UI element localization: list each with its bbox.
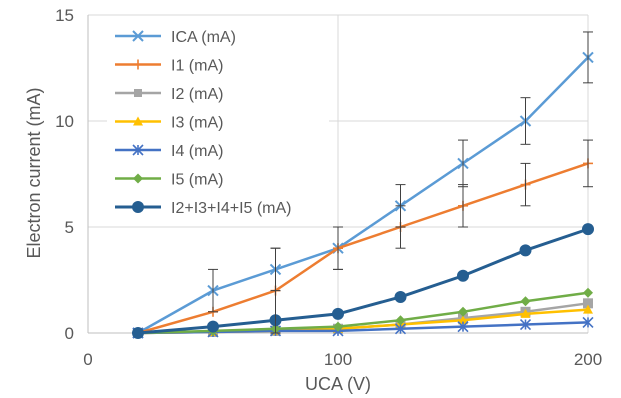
legend-entry: I5 (mA) <box>115 172 223 189</box>
data-point <box>333 321 343 332</box>
data-point <box>457 269 469 282</box>
data-point <box>582 316 594 328</box>
data-point <box>520 308 531 318</box>
legend-swatch-marker <box>133 116 143 126</box>
series-line <box>137 56 589 335</box>
data-point <box>394 290 407 303</box>
x-tick-label: 100 <box>324 350 352 369</box>
legend-entry: ICA (mA) <box>115 29 236 46</box>
data-point <box>519 318 532 331</box>
legend-label: I1 (mA) <box>171 58 223 75</box>
series-line <box>137 162 589 335</box>
legend-label: I2 (mA) <box>171 86 223 103</box>
data-point <box>583 304 593 314</box>
legend-label: I3 (mA) <box>171 115 223 132</box>
y-tick-label: 10 <box>55 112 74 131</box>
y-axis-title: Electron current (mA) <box>24 87 44 258</box>
data-point <box>457 321 469 333</box>
legend-entry: I2+I3+I4+I5 (mA) <box>115 200 292 217</box>
legend-entry: I3 (mA) <box>115 115 223 132</box>
legend-swatch-marker <box>134 89 142 97</box>
x-tick-label: 200 <box>574 350 602 369</box>
series-6 <box>132 223 594 339</box>
legend-swatch-marker <box>133 59 143 70</box>
legend-entry: I2 (mA) <box>115 86 223 103</box>
legend-entry: I1 (mA) <box>115 58 223 75</box>
data-point <box>207 320 219 333</box>
data-point <box>583 287 593 298</box>
legend-label: I2+I3+I4+I5 (mA) <box>171 200 292 217</box>
error-bars-1 <box>270 139 593 334</box>
series-line <box>137 291 589 335</box>
legend-swatch-marker <box>132 30 144 42</box>
legend-swatch-marker <box>132 201 144 213</box>
data-point <box>394 323 407 335</box>
data-point <box>132 327 144 339</box>
data-point <box>583 298 593 309</box>
legend-label: ICA (mA) <box>171 29 236 46</box>
legend-swatch-marker <box>132 144 144 156</box>
series-line <box>137 227 589 335</box>
x-tick-label: 0 <box>83 350 92 369</box>
data-point <box>458 306 468 317</box>
data-point <box>458 315 468 325</box>
legend-entry: I4 (mA) <box>115 143 223 160</box>
data-point <box>520 296 531 307</box>
marker-stroke <box>132 30 144 42</box>
plot-series <box>132 31 594 339</box>
legend-swatch-marker <box>133 173 143 184</box>
legend-label: I4 (mA) <box>171 143 223 160</box>
data-point <box>332 307 344 320</box>
y-tick-label: 0 <box>65 324 74 343</box>
x-axis-title: UCA (V) <box>305 374 371 394</box>
data-point <box>582 223 594 236</box>
y-tick-label: 5 <box>65 218 74 237</box>
data-point <box>395 315 406 326</box>
data-point <box>519 244 532 257</box>
legend-label: I5 (mA) <box>171 172 223 189</box>
legend: ICA (mA) I1 (mA) I2 (mA) I3 (mA) I4 (mA) I5 (… <box>107 18 329 224</box>
y-tick-label: 15 <box>55 6 74 25</box>
